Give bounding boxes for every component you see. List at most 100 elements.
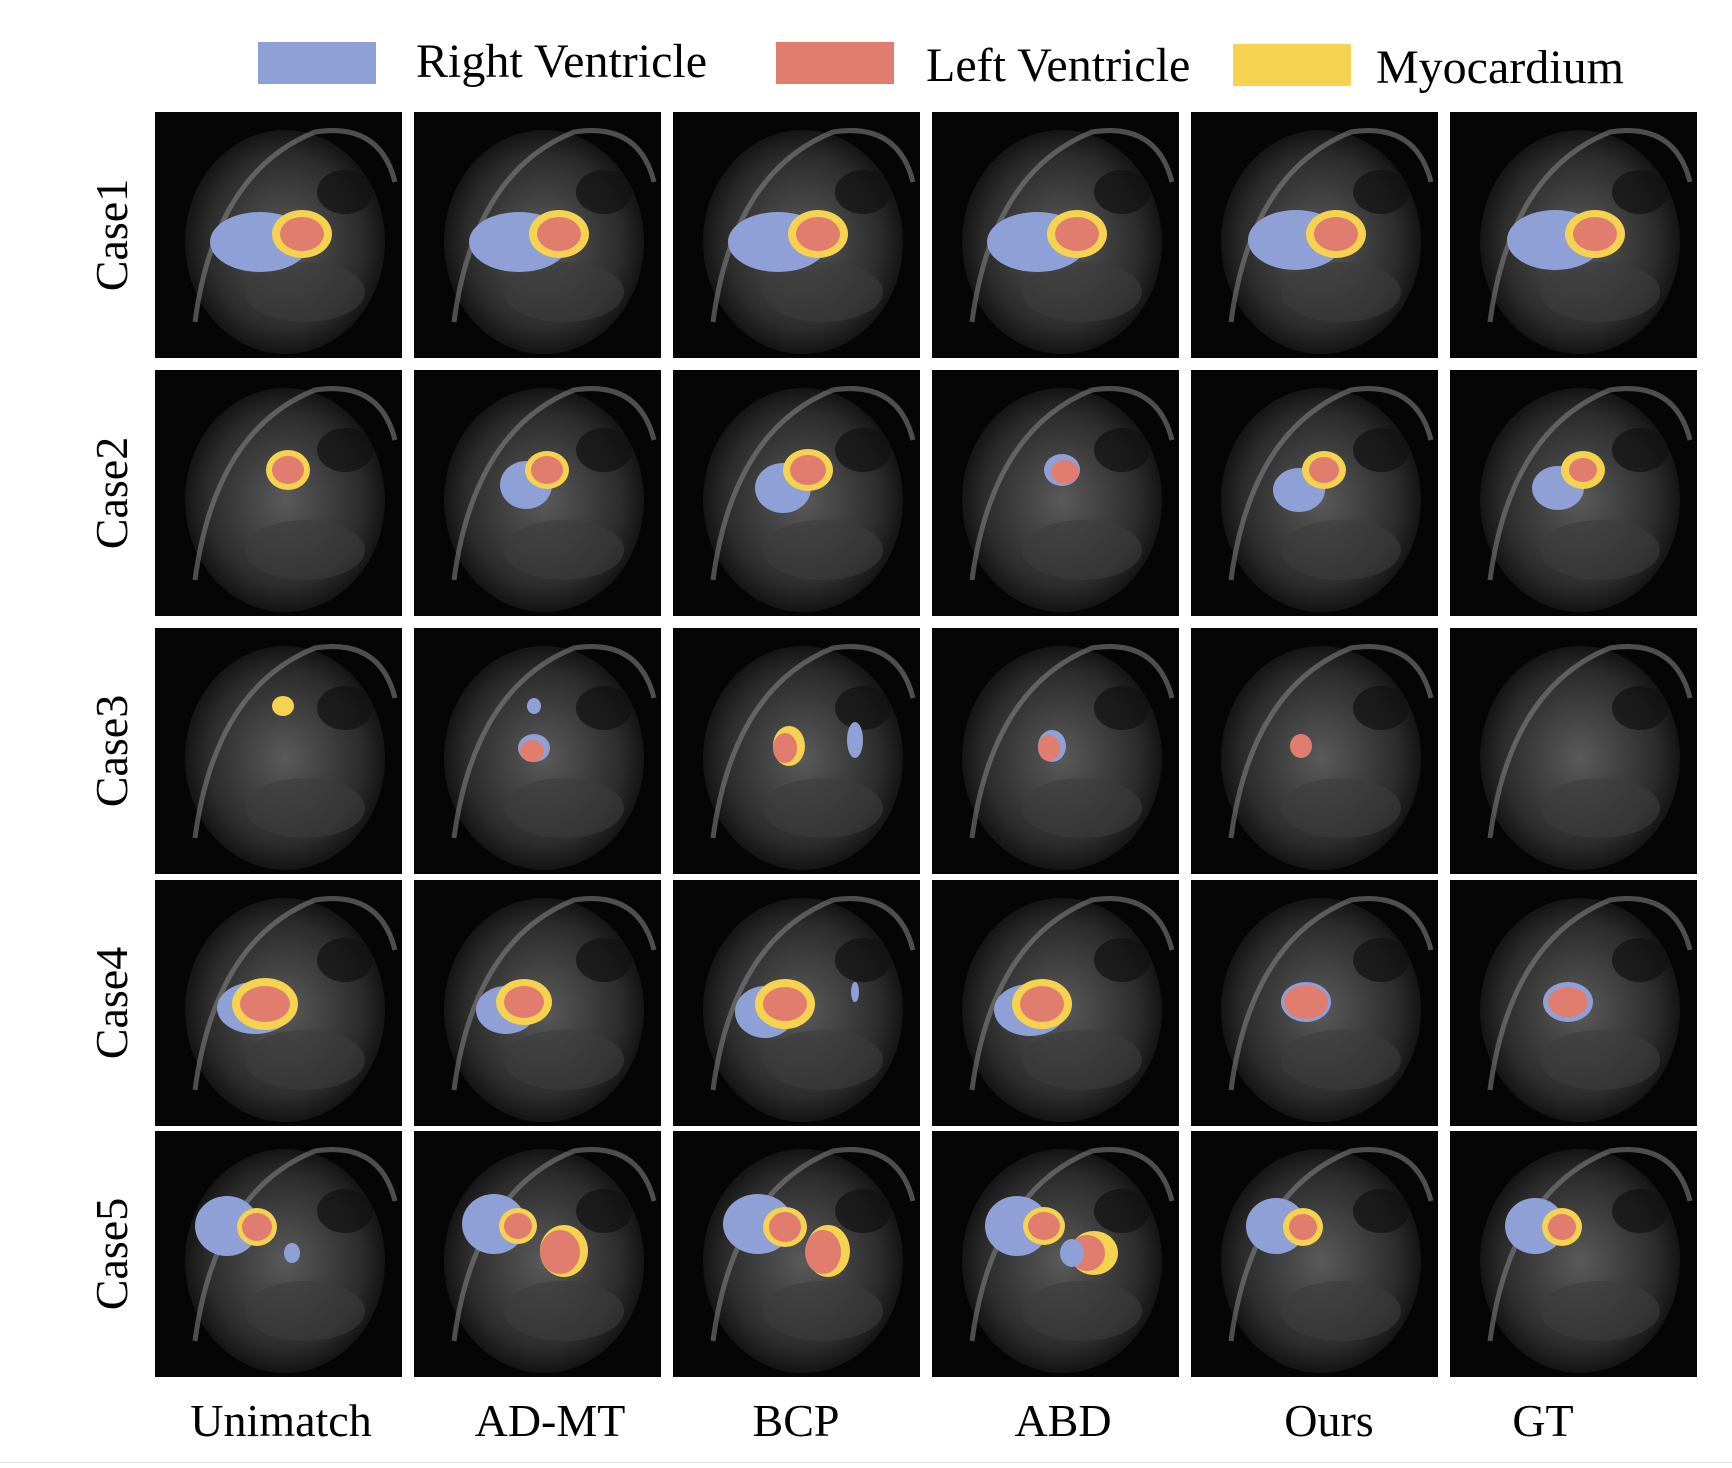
legend-label-right-ventricle: Right Ventricle: [416, 35, 708, 88]
myocardium-mask: [773, 726, 805, 766]
myocardium-mask: [499, 1208, 537, 1244]
myocardium-mask: [232, 978, 298, 1030]
right-ventricle-mask: [1246, 1198, 1306, 1254]
right-ventricle-mask: [1248, 210, 1344, 270]
myocardium-mask: [763, 1207, 807, 1247]
left-ventricle-mask: [1548, 987, 1588, 1017]
mri-panel-case2-abd: [932, 370, 1179, 616]
myocardium-mask: [1306, 210, 1366, 258]
myocardium-mask: [496, 979, 552, 1025]
legend-swatch-myocardium: [1233, 44, 1351, 86]
column-label-ad-mt: AD-MT: [474, 1395, 626, 1446]
mri-panel-case1-ours: [1191, 112, 1438, 358]
myocardium-mask: [1561, 451, 1605, 489]
right-ventricle-mask: [518, 734, 550, 762]
left-ventricle-mask: [280, 217, 324, 251]
mri-panel-case2-ad-mt: [414, 370, 661, 616]
myocardium-mask: [755, 979, 815, 1029]
right-ventricle-mask: [987, 212, 1087, 272]
mri-panel-case5-bcp: [673, 1131, 920, 1377]
myocardium-mask: [272, 210, 332, 258]
divider: [0, 1462, 1732, 1463]
right-ventricle-mask: [1044, 454, 1080, 486]
myocardium-mask: [1023, 1207, 1065, 1245]
column-label-gt: GT: [1512, 1395, 1574, 1446]
right-ventricle-mask: [1060, 1239, 1084, 1267]
left-ventricle-mask: [1051, 460, 1079, 484]
right-ventricle-mask: [1505, 1198, 1565, 1254]
left-ventricle-mask: [1548, 1214, 1576, 1240]
column-label-abd: ABD: [1014, 1395, 1112, 1446]
column-label-ours: Ours: [1284, 1395, 1374, 1446]
mri-panel-case3-bcp: [673, 628, 920, 874]
left-ventricle-mask: [1028, 1212, 1060, 1240]
right-ventricle-mask: [284, 1243, 300, 1263]
right-ventricle-mask: [1038, 730, 1066, 762]
right-ventricle-mask: [469, 212, 569, 272]
myocardium-mask: [1070, 1231, 1118, 1275]
myocardium-mask: [1302, 451, 1346, 489]
left-ventricle-mask: [531, 456, 563, 484]
right-ventricle-mask: [728, 212, 828, 272]
left-ventricle-mask: [1055, 217, 1099, 251]
right-ventricle-mask: [847, 722, 863, 758]
right-ventricle-mask: [985, 1196, 1049, 1256]
right-ventricle-mask: [210, 212, 310, 272]
left-ventricle-mask: [1309, 457, 1339, 483]
mri-panel-case3-unimatch: [155, 628, 402, 874]
left-ventricle-mask: [1069, 1235, 1105, 1271]
left-ventricle-mask: [504, 986, 544, 1018]
mri-panel-case1-bcp: [673, 112, 920, 358]
column-label-bcp: BCP: [752, 1395, 840, 1446]
mri-panel-case3-gt: [1450, 628, 1697, 874]
legend-label-left-ventricle: Left Ventricle: [926, 39, 1191, 92]
mri-panel-case2-unimatch: [155, 370, 402, 616]
row-label-case2: Case2: [86, 436, 137, 550]
mri-panel-case2-bcp: [673, 370, 920, 616]
left-ventricle-mask: [520, 740, 544, 762]
mri-panel-case4-ad-mt: [414, 880, 661, 1126]
right-ventricle-mask: [755, 463, 811, 513]
right-ventricle-mask: [195, 1196, 259, 1256]
myocardium-mask: [1542, 1208, 1582, 1246]
right-ventricle-mask: [1281, 982, 1331, 1022]
right-ventricle-mask: [1532, 466, 1584, 510]
left-ventricle-mask: [240, 986, 290, 1022]
myocardium-mask: [1283, 1208, 1323, 1246]
myocardium-mask: [525, 451, 569, 489]
left-ventricle-mask: [796, 217, 840, 251]
left-ventricle-mask: [1289, 1214, 1317, 1240]
mri-panel-case5-ours: [1191, 1131, 1438, 1377]
mri-panel-case1-unimatch: [155, 112, 402, 358]
myocardium-mask: [783, 449, 833, 491]
row-label-case1: Case1: [86, 178, 137, 292]
left-ventricle-mask: [540, 1230, 580, 1274]
mri-panel-case1-abd: [932, 112, 1179, 358]
mri-panel-case1-gt: [1450, 112, 1697, 358]
myocardium-mask: [1047, 210, 1107, 258]
legend: Right Ventricle Left Ventricle Myocardiu…: [0, 0, 1732, 110]
right-ventricle-mask: [1273, 468, 1325, 512]
mri-panel-case5-abd: [932, 1131, 1179, 1377]
mri-panel-case2-gt: [1450, 370, 1697, 616]
left-ventricle-mask: [1284, 985, 1328, 1019]
mri-panel-case4-abd: [932, 880, 1179, 1126]
left-ventricle-mask: [504, 1213, 532, 1239]
right-ventricle-mask: [476, 986, 536, 1034]
myocardium-mask: [272, 696, 294, 716]
left-ventricle-mask: [1573, 217, 1617, 251]
left-ventricle-mask: [242, 1213, 272, 1241]
right-ventricle-mask: [1543, 982, 1593, 1022]
right-ventricle-mask: [851, 982, 859, 1002]
column-label-unimatch: Unimatch: [190, 1395, 372, 1446]
mri-panel-case4-ours: [1191, 880, 1438, 1126]
myocardium-mask: [1565, 210, 1625, 258]
mri-panel-case1-ad-mt: [414, 112, 661, 358]
left-ventricle-mask: [1020, 986, 1064, 1022]
legend-swatch-left-ventricle: [776, 42, 894, 84]
right-ventricle-mask: [462, 1194, 526, 1254]
row-label-case4: Case4: [86, 946, 137, 1060]
mri-panel-case3-abd: [932, 628, 1179, 874]
right-ventricle-mask: [994, 984, 1066, 1036]
